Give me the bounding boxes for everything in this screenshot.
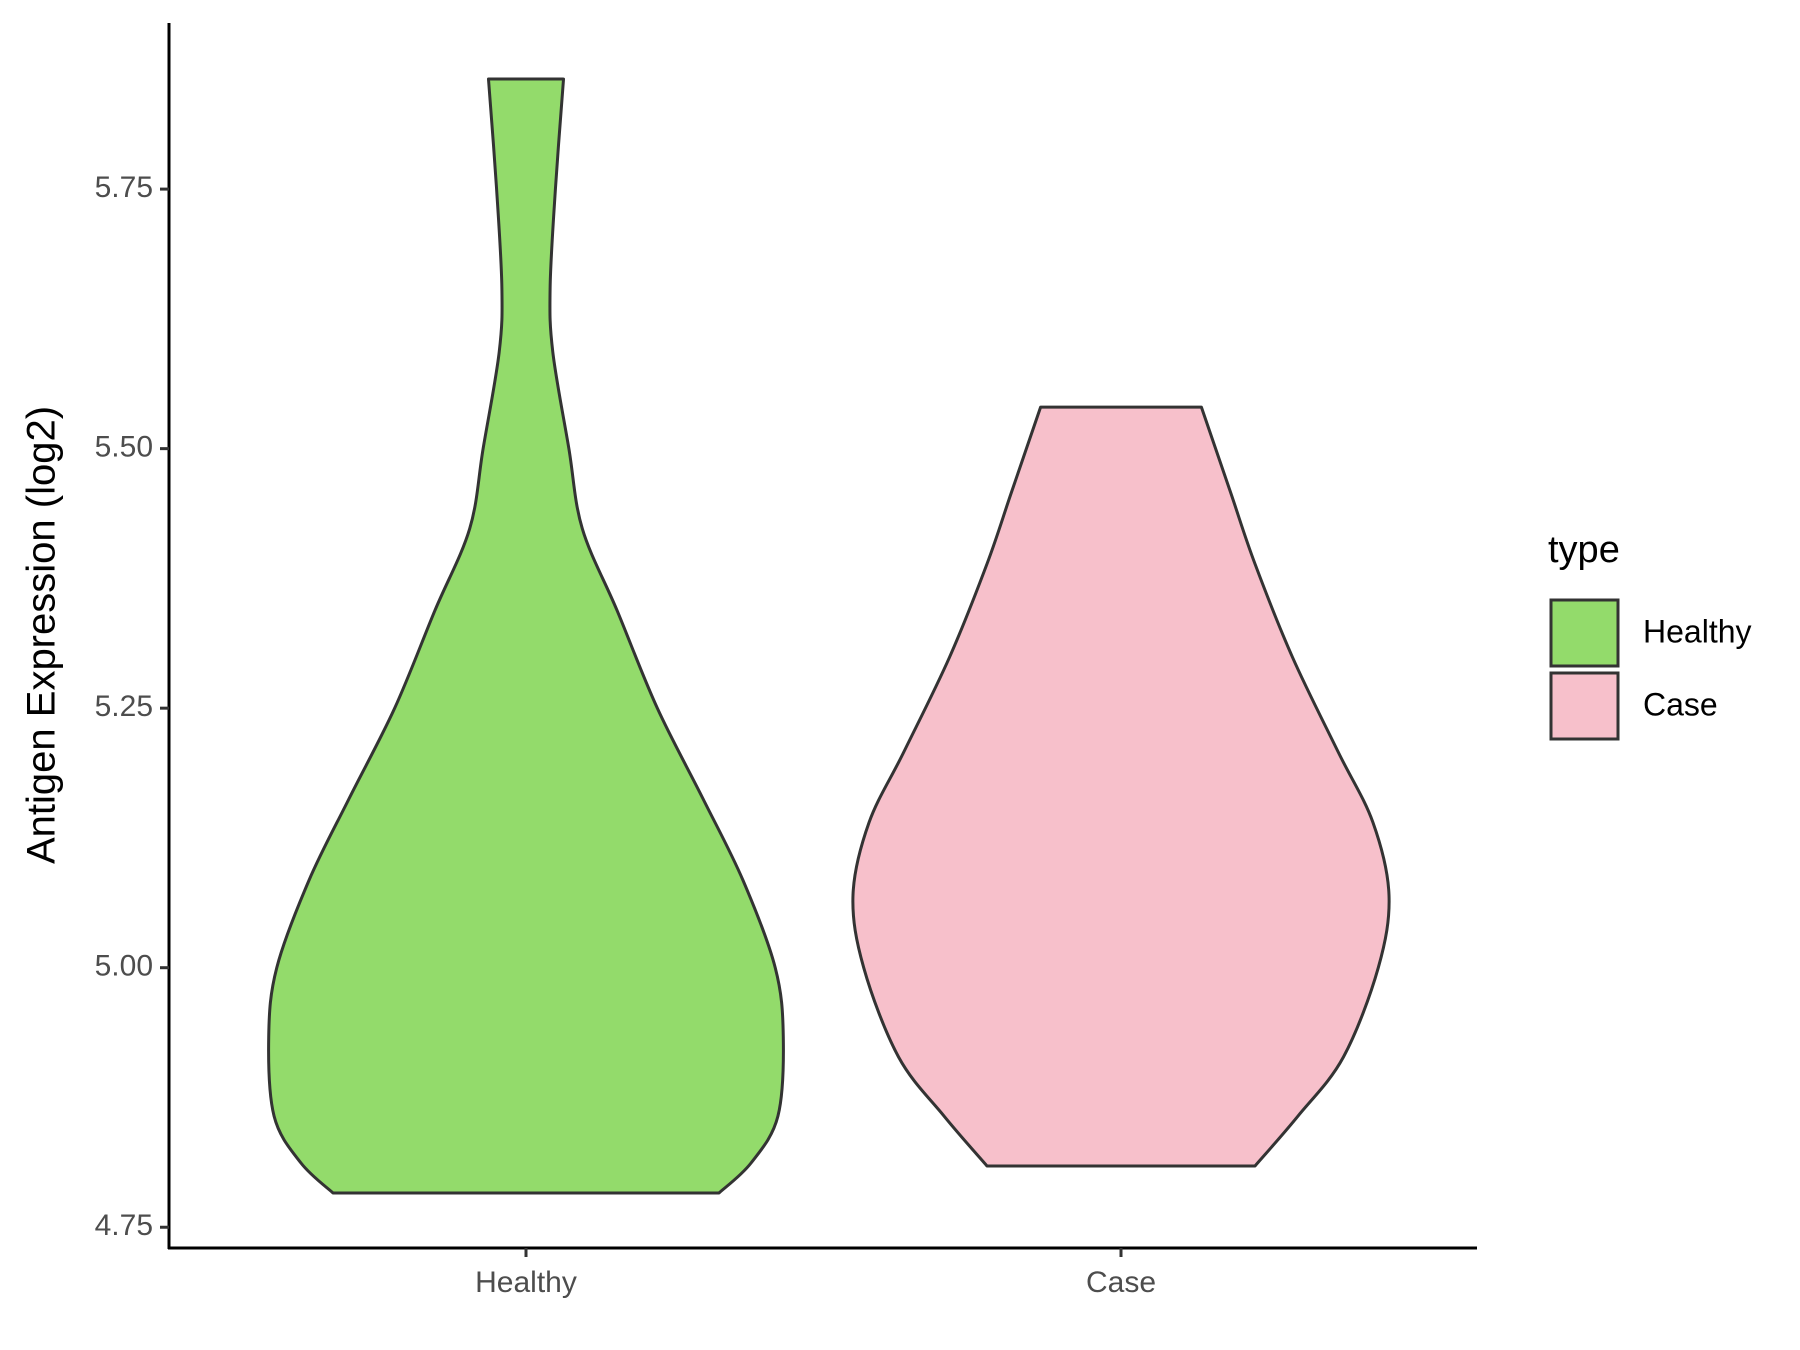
legend-label: Case [1643, 686, 1718, 722]
y-tick-label: 5.50 [95, 431, 153, 464]
legend-title: type [1548, 529, 1620, 571]
violin [851, 405, 1391, 1168]
y-tick-label: 5.00 [95, 950, 153, 983]
y-tick-label: 5.75 [95, 171, 153, 204]
y-axis-title: Antigen Expression (log2) [20, 406, 64, 864]
x-tick-label: Case [1086, 1266, 1156, 1299]
legend-label: Healthy [1643, 613, 1752, 649]
legend-key [1549, 598, 1620, 668]
x-tick-label: Healthy [475, 1266, 577, 1299]
violin [267, 77, 785, 1195]
y-tick-label: 4.75 [95, 1209, 153, 1242]
y-tick-label: 5.25 [95, 690, 153, 723]
legend-key [1549, 671, 1620, 741]
